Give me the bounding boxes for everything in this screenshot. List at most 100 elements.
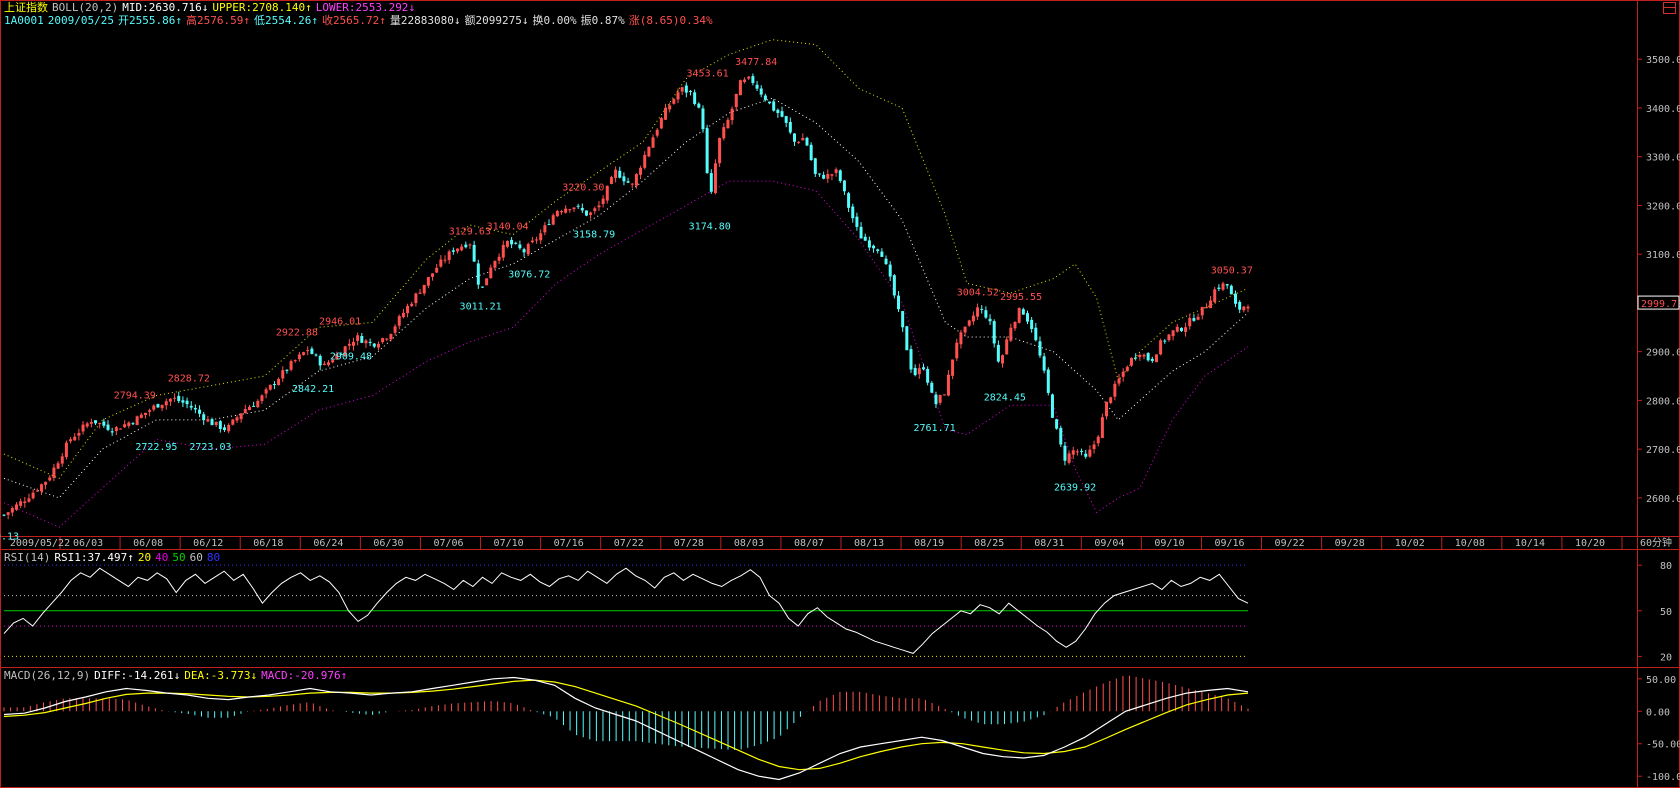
candle-up <box>418 292 422 294</box>
candle-up <box>60 456 64 464</box>
candle-down <box>838 170 842 181</box>
candle-down <box>576 205 580 207</box>
price-tick-label: 3100.00 <box>1646 250 1680 261</box>
candle-down <box>1034 327 1038 341</box>
rsi-tick-label: 20 <box>1660 652 1672 663</box>
date-tick-label: 07/10 <box>494 538 524 549</box>
candle-down <box>476 263 480 285</box>
candle-down <box>106 424 110 430</box>
high-annotation: 3050.37 <box>1211 266 1253 277</box>
candle-down <box>809 144 813 161</box>
rsi-line <box>3 567 1249 654</box>
candle-down <box>368 341 372 343</box>
candle-up <box>1159 340 1163 355</box>
candle-up <box>1175 326 1179 332</box>
dea-label: DEA: <box>184 669 211 682</box>
low-annotation: 2761.71 <box>913 423 955 434</box>
candle-up <box>302 352 306 355</box>
open-label: 开 <box>117 14 129 27</box>
low-arrow: ↑ <box>311 14 318 27</box>
candle-up <box>247 406 251 411</box>
rsi1-label: RSI1: <box>54 551 88 564</box>
macd-tick-label: 0.00 <box>1646 707 1670 718</box>
candle-down <box>472 244 476 262</box>
candle-up <box>634 174 638 186</box>
amount-value: 2099275 <box>475 14 522 27</box>
candle-up <box>127 422 131 426</box>
rsi-panel[interactable]: 20 50 80 <box>3 561 1672 663</box>
candle-down <box>709 173 713 192</box>
quote-high: 高2576.59↑ <box>186 14 250 27</box>
price-tick-label: 2700.00 <box>1646 445 1680 456</box>
low-value: 2554.26 <box>264 14 312 27</box>
candle-down <box>480 286 484 288</box>
candle-up <box>605 185 609 201</box>
candle-up <box>422 284 426 294</box>
date-tick-label: 07/16 <box>554 538 584 549</box>
candle-up <box>435 267 439 273</box>
date-tick-label: 08/19 <box>914 538 944 549</box>
boll-upper: UPPER:2708.140↑ <box>212 1 311 14</box>
macd-tick-label: -50.00 <box>1646 740 1680 751</box>
candle-up <box>1246 306 1250 309</box>
candle-up <box>489 267 493 279</box>
candle-down <box>1229 285 1233 295</box>
candle-up <box>1213 289 1217 302</box>
candle-up <box>672 99 676 104</box>
candle-down <box>1163 340 1167 342</box>
turnover-label: 换 <box>532 14 544 27</box>
candle-up <box>1117 378 1121 384</box>
period-label[interactable]: 60分钟 <box>1640 536 1672 549</box>
candle-down <box>1234 293 1238 304</box>
candle-down <box>793 133 797 142</box>
macd-label: MACD(26,12,9) <box>4 669 91 682</box>
candle-up <box>6 512 10 515</box>
date-tick-label: 06/08 <box>133 538 163 549</box>
candle-up <box>535 239 539 241</box>
date-tick-label: 10/14 <box>1515 538 1545 549</box>
macd-panel[interactable]: 50.00 0.00 -50.00 -100.00 <box>3 675 1680 783</box>
diff-readout: DIFF:-14.261↓ <box>94 669 180 682</box>
candle-up <box>385 338 389 340</box>
dea-arrow: ↓ <box>250 669 258 682</box>
quote-close: 收2565.72↑ <box>322 14 386 27</box>
rsi-level-60: 60 <box>189 551 203 564</box>
close-value: 2565.72 <box>332 14 380 27</box>
candle-up <box>56 463 60 469</box>
price-panel[interactable]: 39.13 2794.39 2722.95 2828.72 2723.03 2922.88… <box>0 39 1253 543</box>
candle-up <box>19 501 23 506</box>
candle-up <box>277 378 281 386</box>
candle-down <box>318 355 322 366</box>
candle-down <box>185 400 189 405</box>
restore-window-icon[interactable] <box>1663 2 1676 14</box>
date-tick-label: 08/13 <box>854 538 884 549</box>
candle-down <box>1042 356 1046 371</box>
candle-up <box>289 361 293 370</box>
low-annotation: 2909.48 <box>330 351 372 362</box>
candle-up <box>243 408 247 414</box>
low-annotation: 2722.95 <box>135 442 177 453</box>
candle-down <box>518 244 522 249</box>
candle-down <box>763 95 767 101</box>
candle-up <box>431 273 435 277</box>
candle-up <box>730 108 734 121</box>
candle-down <box>768 101 772 104</box>
candle-up <box>426 277 430 286</box>
candle-down <box>451 250 455 252</box>
high-annotation: 3220.30 <box>562 183 604 194</box>
candle-up <box>401 312 405 318</box>
diff-label: DIFF: <box>94 669 128 682</box>
macd-value: -20.976 <box>294 669 341 682</box>
candle-up <box>293 360 297 362</box>
candle-up <box>951 359 955 376</box>
candle-down <box>514 242 518 244</box>
candle-down <box>223 427 227 431</box>
candle-up <box>306 350 310 352</box>
candle-up <box>139 414 143 418</box>
price-tick-label: 2600.00 <box>1646 494 1680 505</box>
candle-down <box>2 514 6 516</box>
date-tick-label: 09/04 <box>1094 538 1124 549</box>
candle-down <box>1055 419 1059 429</box>
candle-up <box>505 240 509 247</box>
